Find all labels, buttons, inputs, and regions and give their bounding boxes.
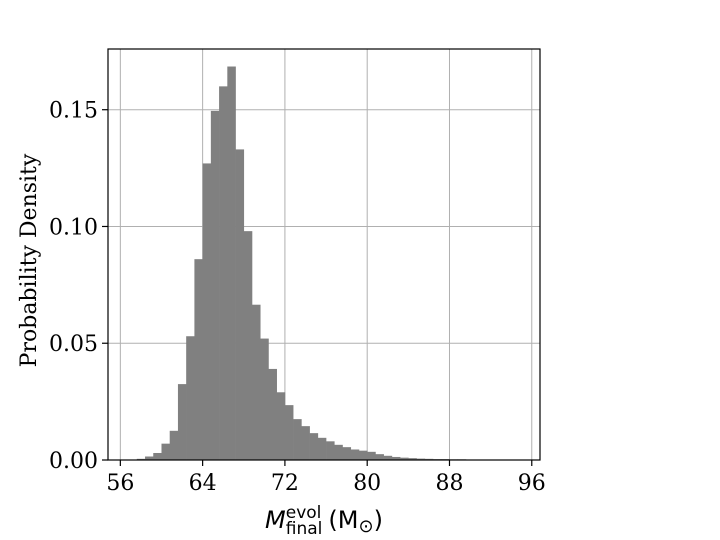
histogram-bar-31 — [383, 455, 393, 460]
histogram-bar-24 — [326, 441, 335, 460]
histogram-bar-3 — [153, 452, 162, 460]
histogram-bar-23 — [317, 437, 327, 460]
histogram-bar-21 — [301, 426, 310, 460]
x-axis-label-subscript: final — [286, 519, 323, 539]
histogram-bar-2 — [145, 456, 154, 460]
histogram-bar-18 — [276, 392, 286, 460]
histogram-bar-10 — [210, 110, 220, 461]
histogram-bar-4 — [161, 443, 171, 460]
x-axis-label-unit-close: ) — [374, 506, 383, 534]
histogram-bar-9 — [202, 163, 212, 460]
histogram-bar-29 — [367, 451, 376, 460]
histogram-bar-5 — [169, 430, 179, 460]
histogram-bar-25 — [334, 444, 343, 460]
histogram-bar-35 — [416, 458, 426, 460]
x-axis-label-unit-open: (M — [328, 506, 358, 534]
histogram-bar-14 — [243, 231, 253, 460]
histogram-bar-11 — [219, 86, 228, 460]
grid-lines — [108, 49, 540, 461]
histogram-bar-17 — [268, 368, 277, 460]
x-tick-label-4: 88 — [435, 471, 463, 496]
histogram-bar-27 — [350, 449, 360, 460]
histogram-bar-6 — [177, 384, 187, 460]
x-axis-label: Mevol final (M⊙) — [265, 503, 383, 539]
histogram-bar-15 — [252, 304, 261, 460]
x-axis-ticks: 56 64 72 80 88 96 — [106, 460, 546, 496]
x-tick-label-5: 96 — [518, 471, 546, 496]
y-axis-ticks: 0.00 0.05 0.10 0.15 — [49, 99, 108, 474]
y-tick-label-2: 0.10 — [49, 215, 98, 240]
histogram-bar-30 — [375, 454, 384, 460]
histogram-bar-19 — [284, 405, 294, 460]
x-tick-label-3: 80 — [353, 471, 381, 496]
histogram-bar-12 — [227, 66, 236, 460]
histogram-bar-32 — [391, 456, 401, 460]
histogram-bar-26 — [342, 447, 352, 460]
histogram-bar-16 — [260, 338, 269, 460]
x-tick-label-0: 56 — [106, 471, 134, 496]
plot-frame — [107, 48, 541, 461]
y-tick-label-0: 0.00 — [49, 449, 98, 474]
x-axis-label-superscript: evol — [286, 503, 322, 523]
y-tick-label-3: 0.15 — [49, 99, 98, 124]
x-axis-label-unit-symbol: ⊙ — [358, 516, 373, 537]
x-tick-label-2: 72 — [271, 471, 299, 496]
histogram-bar-22 — [309, 433, 319, 460]
histogram-bar-33 — [400, 457, 409, 460]
x-tick-label-1: 64 — [189, 471, 217, 496]
histogram-bar-20 — [293, 419, 302, 460]
x-axis-label-symbol: M — [265, 506, 286, 534]
histogram-bars — [128, 66, 491, 461]
histogram-bar-28 — [358, 450, 368, 460]
y-axis-label: Probability Density — [17, 153, 42, 367]
histogram-bar-7 — [186, 336, 195, 460]
histogram-bar-13 — [235, 149, 245, 460]
y-tick-label-1: 0.05 — [49, 332, 98, 357]
histogram-bar-8 — [194, 259, 203, 460]
histogram-bar-34 — [408, 458, 417, 460]
